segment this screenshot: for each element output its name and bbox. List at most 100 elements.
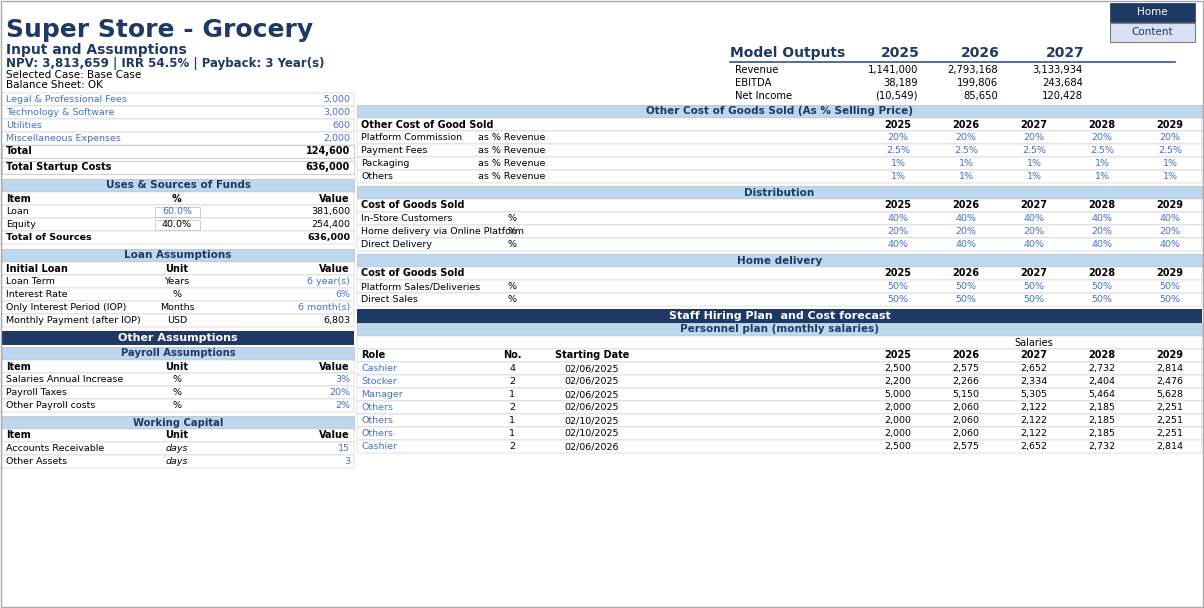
Text: 2028: 2028 <box>1088 201 1116 210</box>
Text: 2,185: 2,185 <box>1088 429 1115 438</box>
Text: Monthly Payment (after IOP): Monthly Payment (after IOP) <box>6 316 141 325</box>
Text: 2029: 2029 <box>1157 269 1184 278</box>
Text: 2,060: 2,060 <box>952 429 980 438</box>
Text: 254,400: 254,400 <box>311 220 350 229</box>
Text: Only Interest Period (IOP): Only Interest Period (IOP) <box>6 303 126 312</box>
Text: 1%: 1% <box>1027 159 1041 168</box>
Bar <box>2 331 354 345</box>
Text: 2028: 2028 <box>1088 269 1116 278</box>
Text: 50%: 50% <box>956 295 976 304</box>
Text: Super Store - Grocery: Super Store - Grocery <box>6 18 313 42</box>
Text: 6 month(s): 6 month(s) <box>297 303 350 312</box>
Text: 1%: 1% <box>891 172 905 181</box>
Text: 1: 1 <box>509 429 515 438</box>
Bar <box>2 132 354 145</box>
Bar <box>154 207 200 216</box>
Bar <box>2 192 354 205</box>
Text: 1%: 1% <box>1163 159 1178 168</box>
Text: 199,806: 199,806 <box>957 78 998 88</box>
Text: Other Assets: Other Assets <box>6 457 67 466</box>
Text: 2,060: 2,060 <box>952 403 980 412</box>
Text: In-Store Customers: In-Store Customers <box>361 214 453 223</box>
Bar <box>358 309 1202 323</box>
Text: Direct Sales: Direct Sales <box>361 295 418 304</box>
Text: Unit: Unit <box>165 430 189 441</box>
Text: 2,652: 2,652 <box>1021 442 1047 451</box>
Text: 2025: 2025 <box>885 269 911 278</box>
Text: Balance Sheet: OK: Balance Sheet: OK <box>6 80 102 90</box>
Bar <box>2 218 354 231</box>
Bar <box>358 238 1202 251</box>
Text: Cashier: Cashier <box>361 442 397 451</box>
Bar <box>2 429 354 442</box>
Text: 5,000: 5,000 <box>323 95 350 104</box>
Bar <box>358 388 1202 401</box>
Text: 50%: 50% <box>1023 282 1045 291</box>
Text: 2028: 2028 <box>1088 350 1116 361</box>
Text: Manager: Manager <box>361 390 403 399</box>
Text: Distribution: Distribution <box>744 187 815 198</box>
Text: %: % <box>508 240 517 249</box>
Bar <box>2 288 354 301</box>
Text: Other Cost of Goods Sold (As % Selling Price): Other Cost of Goods Sold (As % Selling P… <box>647 106 913 117</box>
Text: 2025: 2025 <box>885 201 911 210</box>
Text: as % Revenue: as % Revenue <box>478 159 545 168</box>
Bar <box>358 267 1202 280</box>
Text: 50%: 50% <box>887 295 909 304</box>
Text: No.: No. <box>503 350 521 361</box>
Bar <box>358 362 1202 375</box>
Text: 600: 600 <box>332 121 350 130</box>
Text: 5,464: 5,464 <box>1088 390 1115 399</box>
Text: 2,500: 2,500 <box>885 442 911 451</box>
Bar <box>2 442 354 455</box>
Bar <box>358 105 1202 118</box>
Text: Payment Fees: Payment Fees <box>361 146 427 155</box>
Bar <box>2 386 354 399</box>
Text: 3,000: 3,000 <box>323 108 350 117</box>
Text: Other Payroll costs: Other Payroll costs <box>6 401 95 410</box>
Text: 2.5%: 2.5% <box>1158 146 1182 155</box>
Bar <box>2 161 354 174</box>
Text: Accounts Receivable: Accounts Receivable <box>6 444 105 453</box>
Text: 2: 2 <box>509 442 515 451</box>
Text: 3%: 3% <box>335 375 350 384</box>
Text: Utilities: Utilities <box>6 121 42 130</box>
Bar <box>358 225 1202 238</box>
Text: Starting Date: Starting Date <box>555 350 630 361</box>
Bar <box>2 249 354 262</box>
Text: 20%: 20% <box>887 133 909 142</box>
Text: 2026: 2026 <box>961 46 999 60</box>
Text: Platform Sales/Deliveries: Platform Sales/Deliveries <box>361 282 480 291</box>
Text: Item: Item <box>6 430 31 441</box>
Bar <box>358 293 1202 306</box>
Text: Revenue: Revenue <box>734 65 778 75</box>
Text: %: % <box>508 282 517 291</box>
Text: 02/06/2025: 02/06/2025 <box>565 377 619 386</box>
Text: Payroll Assumptions: Payroll Assumptions <box>120 348 235 359</box>
Text: 40%: 40% <box>1092 240 1112 249</box>
Text: %: % <box>172 290 182 299</box>
Text: 20%: 20% <box>329 388 350 397</box>
Text: 2029: 2029 <box>1157 120 1184 130</box>
Text: 2,814: 2,814 <box>1157 364 1184 373</box>
Text: 1%: 1% <box>958 172 974 181</box>
Bar <box>2 455 354 468</box>
Text: %: % <box>172 388 182 397</box>
Text: Unit: Unit <box>165 362 189 371</box>
Text: 2027: 2027 <box>1021 269 1047 278</box>
Text: Others: Others <box>361 172 393 181</box>
Text: 20%: 20% <box>1023 133 1045 142</box>
Bar <box>358 118 1202 131</box>
Bar <box>358 375 1202 388</box>
Text: 2.5%: 2.5% <box>886 146 910 155</box>
Text: 3,133,934: 3,133,934 <box>1033 65 1084 75</box>
Text: 40%: 40% <box>1023 240 1045 249</box>
Bar <box>2 119 354 132</box>
Bar <box>358 212 1202 225</box>
Text: 2,732: 2,732 <box>1088 364 1116 373</box>
Bar <box>2 179 354 192</box>
Text: Total of Sources: Total of Sources <box>6 233 92 242</box>
Text: 2,122: 2,122 <box>1021 416 1047 425</box>
Text: 02/06/2025: 02/06/2025 <box>565 390 619 399</box>
Text: Others: Others <box>361 403 393 412</box>
